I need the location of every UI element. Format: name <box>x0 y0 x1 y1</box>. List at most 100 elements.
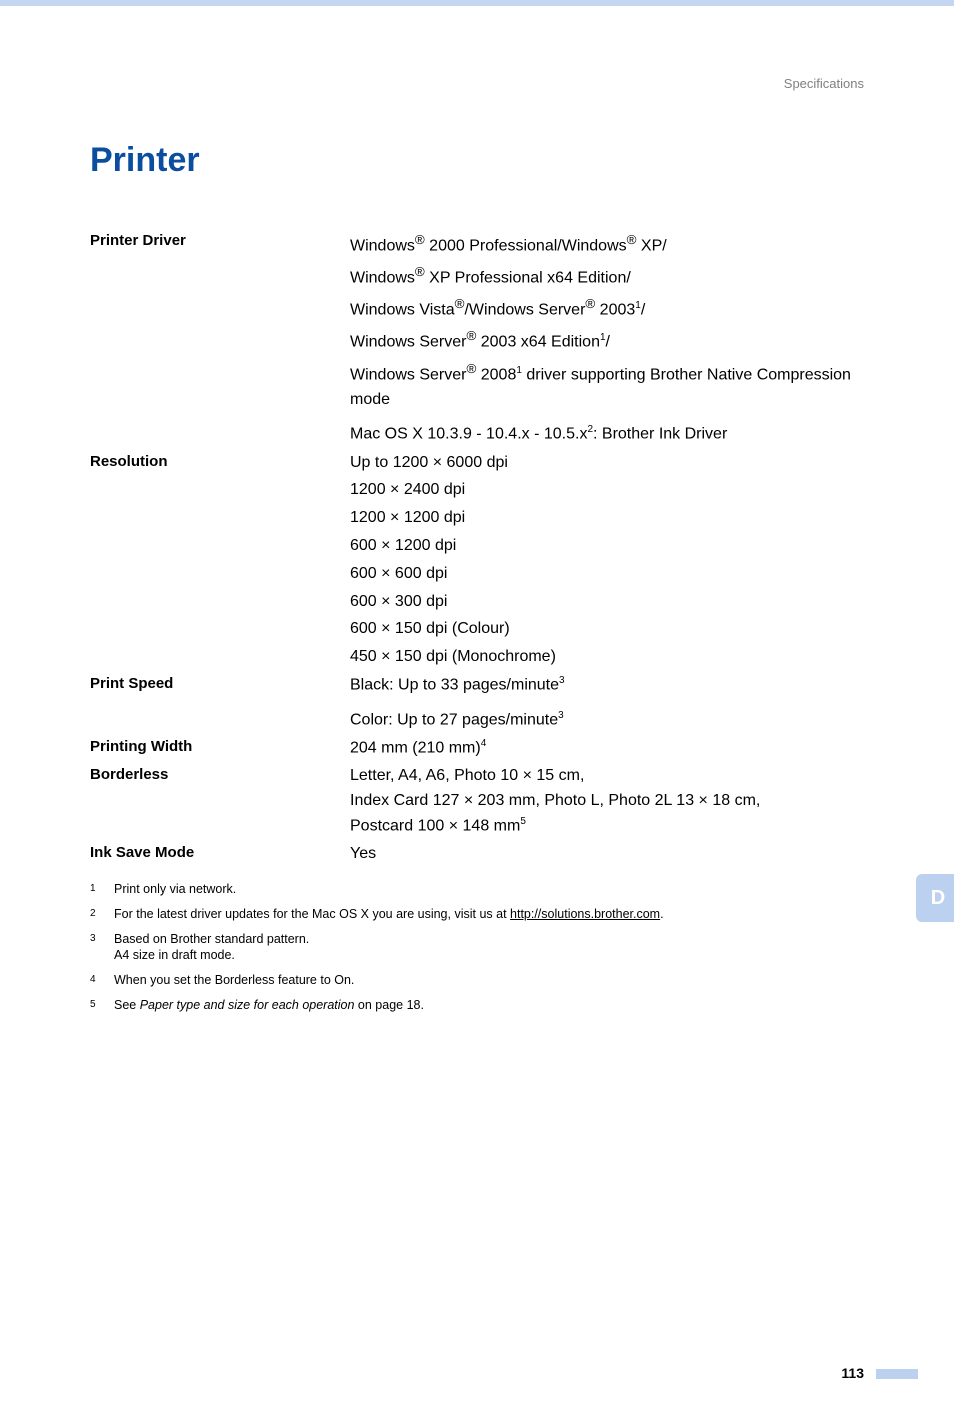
text: / <box>641 302 645 319</box>
text: 1200 <box>350 509 390 526</box>
text: 450 <box>350 648 381 665</box>
times-symbol: × <box>390 509 399 526</box>
text: 2003 x64 Edition <box>476 334 600 351</box>
footnote-num: 1 <box>90 881 114 898</box>
borderless-line: Postcard 100 × 148 mm5 <box>350 814 864 839</box>
text: See <box>114 998 140 1012</box>
text: 204 mm (210 mm) <box>350 740 481 757</box>
text: /Windows Server <box>464 302 585 319</box>
footnote-text: See Paper type and size for each operati… <box>114 997 864 1014</box>
times-symbol: × <box>390 481 399 498</box>
reg-mark: ® <box>415 264 425 279</box>
borderless-line: Letter, A4, A6, Photo 10 × 15 cm, <box>350 764 864 789</box>
res-line: 600 × 300 dpi <box>350 590 864 615</box>
text: 600 <box>350 593 381 610</box>
section-header: Specifications <box>90 76 864 91</box>
text: 150 dpi (Monochrome) <box>390 648 555 665</box>
text: Postcard 100 <box>350 817 449 834</box>
spec-value: 204 mm (210 mm)4 <box>350 736 864 764</box>
footnote-ref: 3 <box>558 710 564 721</box>
driver-windows-line3: Windows Vista®/Windows Server® 20031/ <box>350 294 864 323</box>
text: Windows <box>350 269 415 286</box>
text: 18 cm, <box>708 792 760 809</box>
solutions-link[interactable]: http://solutions.brother.com <box>510 907 660 921</box>
reg-mark: ® <box>455 296 465 311</box>
borderless-line: Index Card 127 × 203 mm, Photo L, Photo … <box>350 789 864 814</box>
spec-table: Printer Driver Windows® 2000 Professiona… <box>90 230 864 867</box>
times-symbol: × <box>433 454 442 471</box>
text: 2008 <box>476 366 516 383</box>
reg-mark: ® <box>585 296 595 311</box>
footnote-num: 2 <box>90 906 114 923</box>
times-symbol: × <box>523 767 532 784</box>
text: 1200 dpi <box>399 509 465 526</box>
res-line: Up to 1200 × 6000 dpi <box>350 451 864 476</box>
spec-label: Ink Save Mode <box>90 842 350 867</box>
text: Letter, A4, A6, Photo 10 <box>350 767 523 784</box>
speed-color: Color: Up to 27 pages/minute3 <box>350 708 864 733</box>
footnote-num: 5 <box>90 997 114 1014</box>
text: : Brother Ink Driver <box>593 426 727 443</box>
width-value: 204 mm (210 mm)4 <box>350 736 864 761</box>
text: 1200 <box>350 481 390 498</box>
page-container: Specifications Printer Printer Driver Wi… <box>0 76 954 1421</box>
page-number-bar <box>876 1369 918 1379</box>
text: Windows Server <box>350 334 466 351</box>
spec-row-resolution: Resolution Up to 1200 × 6000 dpi 1200 × … <box>90 451 864 673</box>
res-line: 600 × 1200 dpi <box>350 534 864 559</box>
spec-label: Print Speed <box>90 673 350 736</box>
footnote-1: 1 Print only via network. <box>90 881 864 898</box>
res-line: 600 × 600 dpi <box>350 562 864 587</box>
text: For the latest driver updates for the Ma… <box>114 907 510 921</box>
spec-row-ink-save: Ink Save Mode Yes <box>90 842 864 867</box>
text: Windows Vista <box>350 302 455 319</box>
text: 600 <box>350 565 381 582</box>
res-line: 450 × 150 dpi (Monochrome) <box>350 645 864 670</box>
text: Mac OS X 10.3.9 - 10.4.x - 10.5.x <box>350 426 587 443</box>
spec-value: Letter, A4, A6, Photo 10 × 15 cm, Index … <box>350 764 864 842</box>
driver-mac-line: Mac OS X 10.3.9 - 10.4.x - 10.5.x2: Brot… <box>350 422 864 447</box>
text: Based on Brother standard pattern. <box>114 932 309 946</box>
speed-black: Black: Up to 33 pages/minute3 <box>350 673 864 698</box>
text: 2000 Professional/Windows <box>425 237 627 254</box>
text: Windows <box>350 237 415 254</box>
driver-windows-line2: Windows® XP Professional x64 Edition/ <box>350 262 864 291</box>
text: / <box>606 334 610 351</box>
text: 6000 dpi <box>442 454 508 471</box>
spec-value: Yes <box>350 842 864 867</box>
reg-mark: ® <box>466 361 476 376</box>
footnote-num: 3 <box>90 931 114 965</box>
text: 150 dpi (Colour) <box>390 620 509 637</box>
text: on page 18. <box>354 998 424 1012</box>
spec-row-print-speed: Print Speed Black: Up to 33 pages/minute… <box>90 673 864 736</box>
res-line: 1200 × 2400 dpi <box>350 478 864 503</box>
text: XP/ <box>636 237 666 254</box>
text: 2400 dpi <box>399 481 465 498</box>
res-line: 600 × 150 dpi (Colour) <box>350 617 864 642</box>
text: 600 <box>350 620 381 637</box>
text: Color: Up to 27 pages/minute <box>350 711 558 728</box>
text: 2003 <box>595 302 635 319</box>
text: 15 cm, <box>532 767 584 784</box>
page-number: 113 <box>841 1365 864 1381</box>
reg-mark: ® <box>627 232 637 247</box>
footnote-2: 2 For the latest driver updates for the … <box>90 906 864 923</box>
text: . <box>660 907 663 921</box>
text: Up to 1200 <box>350 454 433 471</box>
spec-label: Resolution <box>90 451 350 673</box>
spec-label: Borderless <box>90 764 350 842</box>
driver-windows-line1: Windows® 2000 Professional/Windows® XP/ <box>350 230 864 259</box>
text: 600 <box>350 537 381 554</box>
text: 300 dpi <box>390 593 447 610</box>
footnote-ref: 3 <box>559 675 565 686</box>
text-italic: Paper type and size for each operation <box>140 998 355 1012</box>
footnote-ref: 5 <box>520 816 526 827</box>
spec-row-borderless: Borderless Letter, A4, A6, Photo 10 × 15… <box>90 764 864 842</box>
header-accent-bar <box>0 0 954 6</box>
footnote-ref: 4 <box>481 738 487 749</box>
spec-label: Printing Width <box>90 736 350 764</box>
text: 600 dpi <box>390 565 447 582</box>
footnotes: 1 Print only via network. 2 For the late… <box>90 881 864 1014</box>
spec-value: Windows® 2000 Professional/Windows® XP/ … <box>350 230 864 451</box>
text: 1200 dpi <box>390 537 456 554</box>
